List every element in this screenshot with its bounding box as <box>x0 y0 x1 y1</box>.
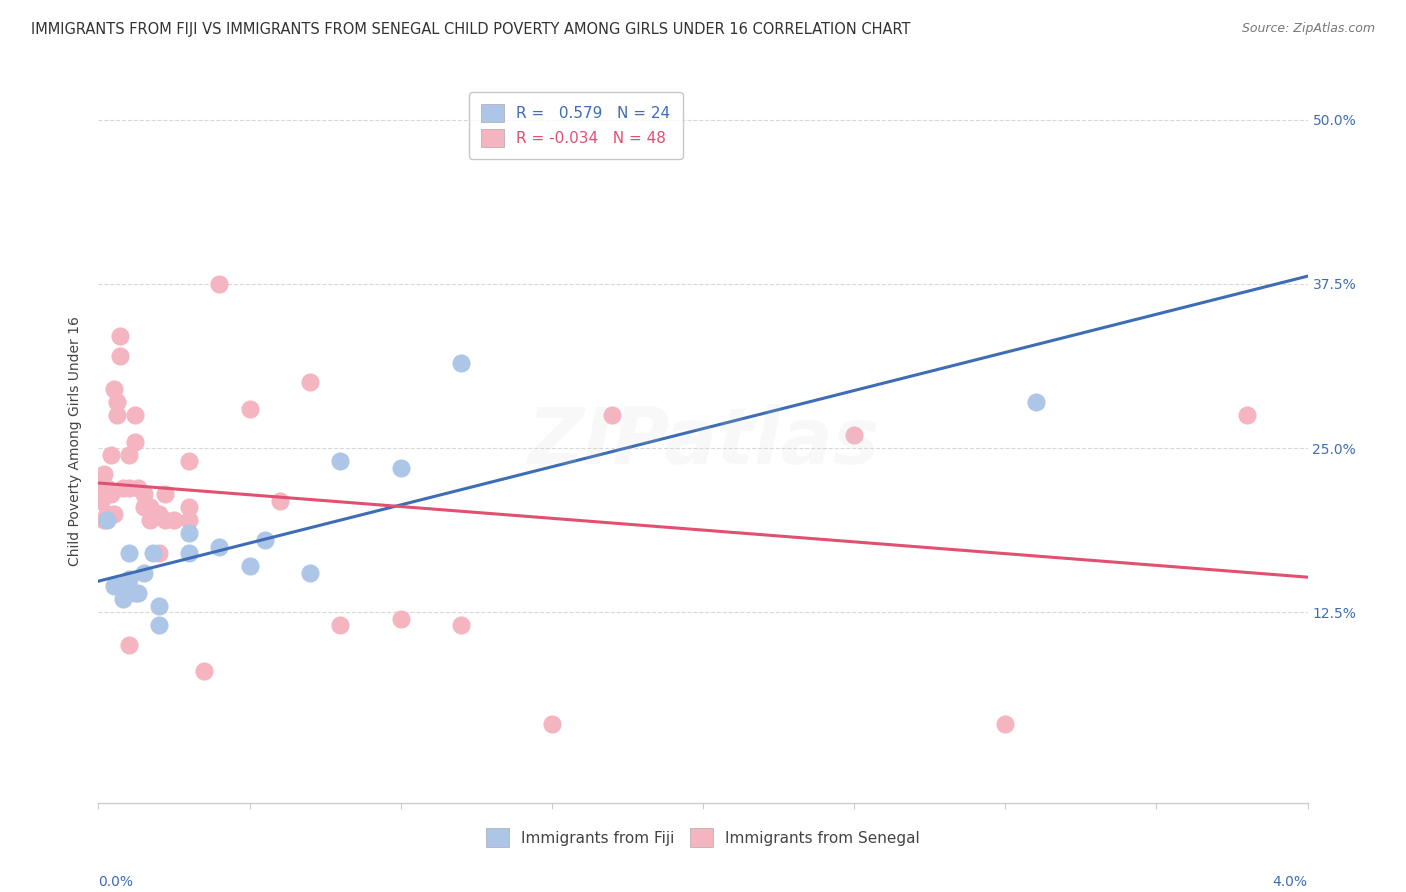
Point <box>179 546 201 560</box>
Point <box>148 599 170 613</box>
Point <box>253 533 276 547</box>
Point <box>103 579 125 593</box>
Point <box>105 395 128 409</box>
Point <box>179 454 201 468</box>
Point <box>108 329 131 343</box>
Point <box>389 460 412 475</box>
Point <box>103 507 125 521</box>
Point <box>105 409 128 423</box>
Point <box>132 500 155 515</box>
Point <box>118 546 141 560</box>
Point <box>111 579 134 593</box>
Point <box>269 493 291 508</box>
Point <box>111 592 134 607</box>
Text: IMMIGRANTS FROM FIJI VS IMMIGRANTS FROM SENEGAL CHILD POVERTY AMONG GIRLS UNDER : IMMIGRANTS FROM FIJI VS IMMIGRANTS FROM … <box>31 22 911 37</box>
Text: ZIPatlas: ZIPatlas <box>527 403 879 480</box>
Point <box>93 467 115 482</box>
Point <box>540 717 562 731</box>
Point <box>118 573 141 587</box>
Point <box>602 409 624 423</box>
Point <box>132 487 155 501</box>
Point <box>96 487 118 501</box>
Point <box>124 434 146 449</box>
Text: 4.0%: 4.0% <box>1272 875 1308 889</box>
Point <box>239 401 262 416</box>
Point <box>108 579 131 593</box>
Point <box>103 382 125 396</box>
Point <box>118 638 141 652</box>
Point <box>93 487 115 501</box>
Point <box>96 481 118 495</box>
Point <box>179 526 201 541</box>
Y-axis label: Child Poverty Among Girls Under 16: Child Poverty Among Girls Under 16 <box>69 317 83 566</box>
Point <box>193 665 215 679</box>
Legend: Immigrants from Fiji, Immigrants from Senegal: Immigrants from Fiji, Immigrants from Se… <box>479 822 927 853</box>
Point <box>111 481 134 495</box>
Point <box>153 487 176 501</box>
Text: 0.0%: 0.0% <box>98 875 134 889</box>
Point <box>148 546 170 560</box>
Point <box>208 277 231 291</box>
Point <box>139 500 162 515</box>
Point <box>389 612 412 626</box>
Point <box>127 481 149 495</box>
Point <box>329 618 352 632</box>
Point <box>299 376 322 390</box>
Point <box>179 513 201 527</box>
Point <box>148 618 170 632</box>
Point <box>108 349 131 363</box>
Point <box>239 559 262 574</box>
Point <box>118 481 141 495</box>
Point <box>96 507 118 521</box>
Point <box>96 513 118 527</box>
Point <box>329 454 352 468</box>
Point <box>93 513 115 527</box>
Point <box>90 481 112 495</box>
Point <box>142 546 165 560</box>
Point <box>100 487 122 501</box>
Point <box>1025 395 1047 409</box>
Point <box>118 585 141 599</box>
Point <box>124 409 146 423</box>
Point <box>118 448 141 462</box>
Point <box>179 500 201 515</box>
Point <box>450 356 472 370</box>
Point <box>163 513 186 527</box>
Point <box>208 540 231 554</box>
Point <box>844 428 866 442</box>
Point <box>1236 409 1258 423</box>
Point <box>124 585 146 599</box>
Point <box>127 585 149 599</box>
Point <box>148 507 170 521</box>
Point <box>100 448 122 462</box>
Point <box>994 717 1017 731</box>
Point <box>132 566 155 580</box>
Text: Source: ZipAtlas.com: Source: ZipAtlas.com <box>1241 22 1375 36</box>
Point <box>90 493 112 508</box>
Point <box>139 513 162 527</box>
Point <box>450 618 472 632</box>
Point <box>299 566 322 580</box>
Point <box>153 513 176 527</box>
